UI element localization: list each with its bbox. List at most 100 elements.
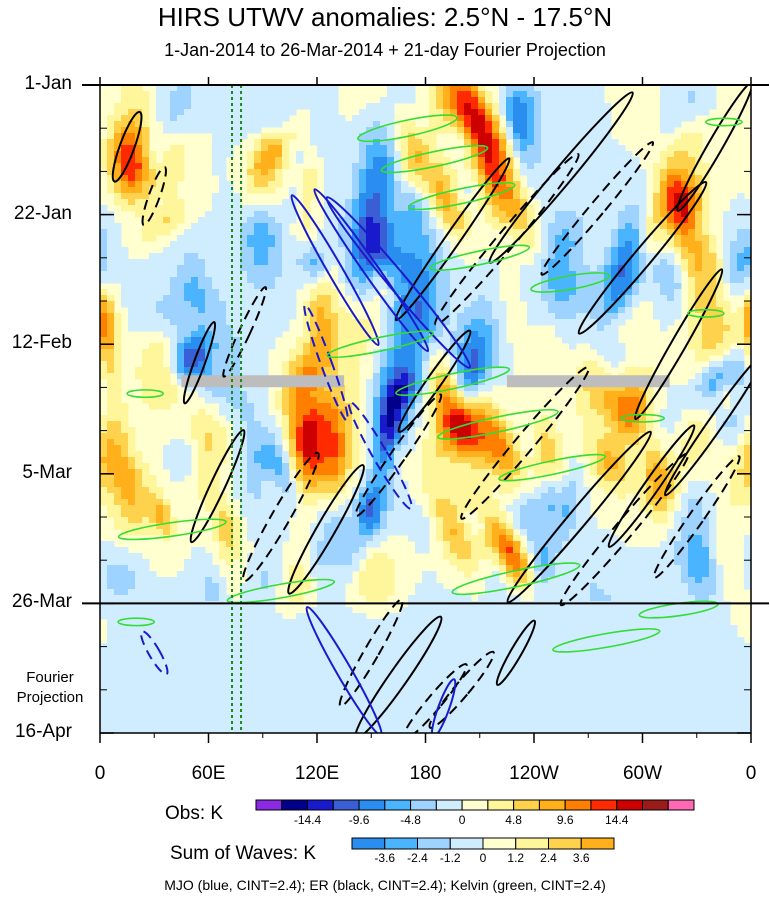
field-cell [548,103,556,110]
field-cell [254,223,262,230]
field-cell [611,409,619,416]
field-cell [590,385,598,392]
field-cell [667,487,675,494]
field-cell [408,349,416,356]
field-cell [247,451,255,458]
field-cell [513,217,521,224]
field-cell [261,247,269,254]
field-cell [646,229,654,236]
field-cell [268,271,276,278]
field-cell [597,445,605,452]
field-cell [359,169,367,176]
field-cell [478,115,486,122]
field-cell [464,229,472,236]
field-cell [457,295,465,302]
field-cell [688,487,696,494]
field-cell [639,505,647,512]
field-cell [639,415,647,422]
field-cell [226,115,234,122]
field-cell [156,271,164,278]
field-cell [660,259,668,266]
field-cell [499,133,507,140]
field-cell [485,97,493,104]
field-cell [464,271,472,278]
field-cell [590,127,598,134]
field-cell [380,259,388,266]
field-cell [492,115,500,122]
field-cell [583,235,591,242]
field-cell [590,283,598,290]
field-cell [282,313,290,320]
field-cell [317,355,325,362]
field-cell [464,157,472,164]
field-cell [359,229,367,236]
field-cell [625,217,633,224]
field-cell [555,247,563,254]
field-cell [107,463,115,470]
field-cell [604,397,612,404]
field-cell [541,457,549,464]
field-cell [107,511,115,518]
field-cell [135,121,143,128]
field-cell [114,313,122,320]
field-cell [303,367,311,374]
field-cell [618,391,626,398]
field-cell [660,193,668,200]
field-cell [254,469,262,476]
field-cell [261,337,269,344]
field-cell [443,403,451,410]
field-cell [240,217,248,224]
field-cell [674,265,682,272]
field-cell [135,283,143,290]
field-cell [100,433,108,440]
field-cell [436,343,444,350]
field-cell [142,391,150,398]
field-cell [240,85,248,92]
field-cell [702,85,710,92]
field-cell [604,349,612,356]
field-cell [702,253,710,260]
field-cell [352,187,360,194]
field-cell [107,499,115,506]
field-cell [618,493,626,500]
field-cell [646,421,654,428]
field-cell [107,451,115,458]
field-cell [331,409,339,416]
field-cell [716,379,724,386]
field-cell [415,265,423,272]
field-cell [394,175,402,182]
field-cell [233,469,241,476]
field-cell [583,439,591,446]
field-cell [387,463,395,470]
field-cell [422,307,430,314]
field-cell [387,421,395,428]
field-cell [457,505,465,512]
field-cell [534,499,542,506]
field-cell [219,439,227,446]
field-cell [121,103,129,110]
field-cell [331,97,339,104]
field-cell [254,487,262,494]
field-cell [275,133,283,140]
field-cell [583,115,591,122]
field-cell [338,343,346,350]
field-cell [380,253,388,260]
field-cell [590,217,598,224]
field-cell [163,313,171,320]
field-cell [485,379,493,386]
field-cell [492,175,500,182]
field-cell [310,385,318,392]
field-cell [443,421,451,428]
field-cell [275,145,283,152]
field-cell [303,481,311,488]
field-cell [702,481,710,488]
field-cell [443,427,451,434]
field-cell [639,211,647,218]
field-cell [422,211,430,218]
field-cell [667,271,675,278]
field-cell [303,427,311,434]
field-cell [401,505,409,512]
field-cell [527,499,535,506]
field-cell [667,223,675,230]
field-cell [247,241,255,248]
